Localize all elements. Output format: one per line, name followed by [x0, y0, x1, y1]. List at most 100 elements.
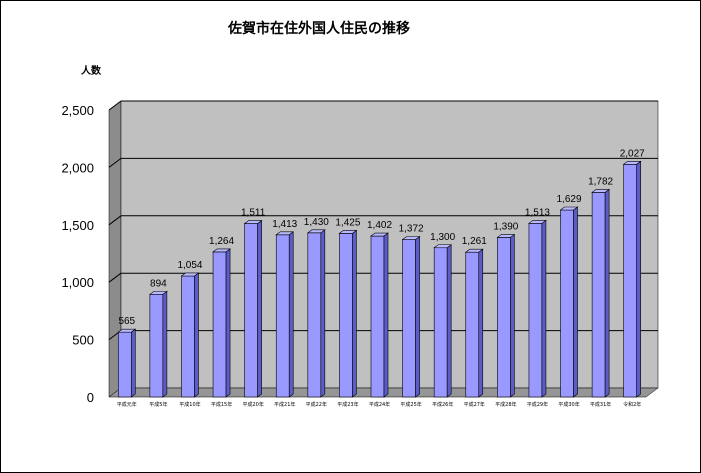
x-tick-label: 平成10年	[179, 401, 200, 408]
data-label: 1,261	[462, 236, 487, 247]
bar-top	[243, 220, 263, 224]
bar	[212, 251, 227, 398]
x-tick-label: 平成22年	[306, 401, 327, 408]
bar-top	[401, 236, 421, 240]
bar-side	[288, 231, 294, 398]
data-label: 1,629	[557, 194, 582, 205]
bar-top	[433, 244, 453, 249]
data-label: 1,511	[241, 208, 266, 219]
bar-top	[306, 229, 326, 234]
x-tick-label: 平成29年	[527, 401, 548, 408]
y-tick-label: 2,500	[61, 103, 94, 118]
gridline-side	[108, 100, 122, 111]
bar-top	[275, 231, 295, 236]
data-label: 2,027	[620, 148, 645, 159]
bar-top	[117, 328, 137, 333]
x-tick-label: 平成元年	[117, 401, 137, 408]
data-label: 1,402	[367, 220, 392, 231]
data-label: 894	[150, 278, 167, 289]
bar-top	[591, 189, 611, 193]
bar-side	[225, 248, 231, 398]
bar	[591, 192, 606, 398]
bar-side	[604, 188, 610, 398]
bar	[370, 235, 385, 398]
data-label: 1,430	[304, 217, 329, 228]
bar	[117, 331, 132, 398]
bar-side	[383, 232, 389, 398]
y-axis-label: 人数	[81, 64, 102, 77]
y-tick-label: 1,000	[61, 275, 94, 290]
bar	[433, 247, 448, 398]
x-tick-label: 平成30年	[558, 401, 579, 408]
x-tick-label: 平成31年	[590, 401, 611, 408]
data-label: 1,390	[493, 221, 518, 232]
bar-side	[162, 290, 168, 398]
x-tick-label: 平成23年	[337, 401, 358, 408]
data-label: 1,372	[399, 223, 424, 234]
data-label: 1,782	[588, 176, 613, 187]
bar	[497, 237, 511, 398]
gridline-side	[108, 272, 122, 283]
bar-top	[496, 234, 516, 238]
x-tick-label: 平成5年	[149, 401, 167, 408]
bar-top	[464, 248, 484, 253]
bar	[560, 209, 574, 398]
bar-top	[622, 161, 642, 165]
gridline-side	[108, 215, 122, 226]
bar	[623, 164, 638, 398]
data-label: 1,413	[272, 219, 297, 230]
bar-side	[541, 219, 547, 398]
bar	[528, 223, 543, 398]
x-tick-label: 平成20年	[242, 401, 263, 408]
gridline-side	[108, 157, 122, 168]
x-tick-label: 平成27年	[464, 401, 485, 408]
bar	[307, 232, 322, 398]
y-tick-label: 500	[72, 333, 94, 348]
data-label: 1,054	[177, 260, 202, 271]
x-tick-label: 平成24年	[369, 401, 390, 408]
data-label: 1,264	[209, 236, 234, 247]
bar-top	[180, 272, 200, 277]
bar-top	[148, 291, 168, 295]
x-tick-label: 平成28年	[495, 401, 516, 408]
bar-top	[338, 230, 358, 234]
x-tick-label: 平成26年	[432, 401, 453, 408]
bar-side	[446, 244, 452, 398]
y-tick-label: 2,000	[61, 160, 94, 175]
bar-top	[370, 232, 389, 237]
bar	[339, 233, 353, 398]
bar	[181, 275, 195, 398]
bar-side	[130, 328, 136, 398]
x-tick-label: 平成15年	[211, 401, 232, 408]
bar-side	[478, 248, 484, 398]
data-label: 1,513	[525, 207, 550, 218]
bar-side	[573, 206, 578, 398]
y-tick-label: 0	[87, 390, 94, 405]
bar-side	[320, 229, 326, 398]
data-label: 1,425	[335, 217, 360, 228]
bar	[149, 294, 164, 398]
chart-title: 佐賀市在住外国人住民の推移	[227, 20, 410, 37]
bar-side	[194, 272, 199, 398]
plot-area: 0 500 1,000 1,500 2,000 2,500 565 平成元年 894 平成5年 1,…	[61, 100, 659, 408]
bar-side	[257, 219, 262, 398]
bar-top	[528, 220, 547, 224]
data-label: 565	[118, 316, 135, 327]
x-tick-label: 平成25年	[400, 401, 421, 408]
bar-top	[212, 248, 231, 253]
bar-side	[510, 233, 515, 398]
y-tick-label: 1,500	[61, 218, 94, 233]
bar-top	[559, 206, 579, 211]
bar	[275, 234, 290, 398]
bar	[465, 251, 480, 398]
bar-side	[415, 235, 420, 398]
x-tick-label: 令和2年	[623, 401, 641, 408]
x-tick-label: 平成21年	[274, 401, 295, 408]
bar	[244, 223, 258, 398]
bar-side	[636, 160, 642, 398]
bar-side	[352, 229, 357, 398]
bar	[402, 239, 416, 398]
data-label: 1,300	[430, 232, 455, 243]
